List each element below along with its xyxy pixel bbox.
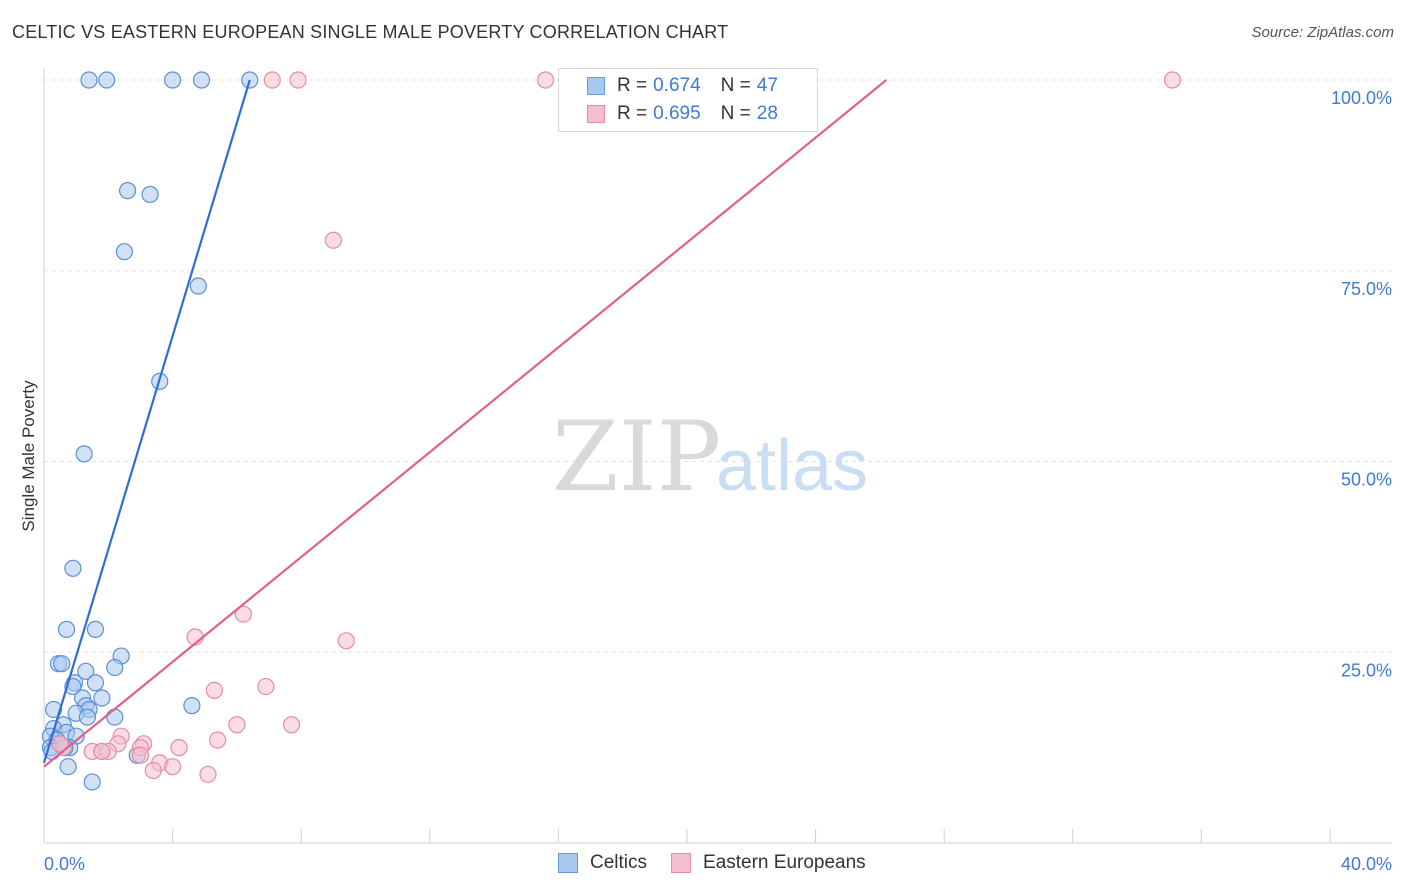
legend-r-label: R = xyxy=(617,103,648,124)
eastern-europeans-point xyxy=(93,742,111,761)
y-tick-labels: 25.0% 50.0% 75.0% 100.0% xyxy=(1331,88,1392,680)
series-label-eastern-europeans: Eastern Europeans xyxy=(703,852,866,873)
legend-n-value: 47 xyxy=(756,75,778,96)
celtics-point xyxy=(141,185,159,204)
legend-n-label: N = xyxy=(720,103,751,124)
legend-swatch-celtics xyxy=(587,77,605,95)
eastern-europeans-point xyxy=(1163,71,1182,89)
celtics-point xyxy=(75,445,93,463)
watermark-zip: ZIP xyxy=(552,401,721,513)
celtics-point xyxy=(106,708,124,726)
eastern-europeans-point xyxy=(228,716,246,734)
celtics-point xyxy=(86,620,105,638)
celtics-point xyxy=(45,700,63,719)
legend-r-value: 0.695 xyxy=(653,103,701,124)
legend-r-value: 0.674 xyxy=(653,75,701,96)
eastern-europeans-point xyxy=(257,677,275,696)
celtics-point xyxy=(53,655,71,673)
axes xyxy=(43,68,1392,844)
celtics-point xyxy=(241,71,259,89)
series-swatch-celtics xyxy=(558,853,578,873)
eastern-europeans-point xyxy=(209,731,227,749)
y-axis-label: Single Male Poverty xyxy=(19,380,38,532)
eastern-europeans-point xyxy=(324,231,342,249)
eastern-europeans-point xyxy=(234,605,252,623)
source-label: Source: ZipAtlas.com xyxy=(1251,24,1394,41)
legend-n-label: N = xyxy=(720,75,751,96)
watermark-atlas: atlas xyxy=(716,426,868,506)
celtics-point xyxy=(77,662,95,680)
celtics-point xyxy=(192,71,211,89)
series-legend: Celtics Eastern Europeans xyxy=(558,852,890,874)
y-tick-label: 25.0% xyxy=(1341,660,1392,680)
stats-legend: R = 0.674 N = 47 R = 0.695 N = 28 xyxy=(558,68,818,132)
celtics-point xyxy=(80,71,98,89)
celtics-point xyxy=(115,243,133,261)
celtics-point xyxy=(98,71,116,89)
celtics-point xyxy=(64,559,82,577)
eastern-europeans-point xyxy=(289,71,307,89)
celtics-point xyxy=(93,689,111,707)
celtics-point xyxy=(118,182,137,200)
eastern-europeans-point xyxy=(337,632,355,650)
series-legend-celtics: Celtics xyxy=(558,852,647,874)
series-swatch-eastern-europeans xyxy=(671,853,692,873)
celtics-point xyxy=(183,697,201,715)
celtics-point xyxy=(164,71,182,89)
y-tick-label: 75.0% xyxy=(1341,279,1392,299)
celtics-point xyxy=(57,620,76,638)
celtics-point xyxy=(86,674,105,692)
trend-lines xyxy=(42,79,888,768)
y-tick-label: 50.0% xyxy=(1341,470,1392,490)
celtics-trend-line xyxy=(42,79,251,764)
legend-row-eastern-europeans: R = 0.695 N = 28 xyxy=(559,101,798,127)
x-tick-label-min: 0.0% xyxy=(44,854,85,874)
eastern-europeans-trend-line xyxy=(43,79,888,768)
y-tick-label: 100.0% xyxy=(1331,88,1392,108)
eastern-europeans-point xyxy=(282,716,301,734)
x-ticks xyxy=(43,829,1331,843)
series-legend-eastern-europeans: Eastern Europeans xyxy=(671,852,866,874)
grid-lines xyxy=(44,79,1392,653)
legend-r-label: R = xyxy=(617,75,648,96)
eastern-europeans-point xyxy=(170,739,188,757)
celtics-point xyxy=(59,758,77,776)
legend-swatch-eastern-europeans xyxy=(587,105,605,123)
celtics-point xyxy=(189,277,207,295)
eastern-europeans-point xyxy=(199,765,217,783)
celtics-point xyxy=(83,773,101,791)
eastern-europeans-point xyxy=(164,758,182,776)
chart-title: CELTIC VS EASTERN EUROPEAN SINGLE MALE P… xyxy=(12,22,729,42)
eastern-europeans-point xyxy=(144,761,162,780)
x-tick-label-max: 40.0% xyxy=(1341,854,1392,874)
eastern-europeans-point xyxy=(131,746,150,764)
celtics-point xyxy=(106,658,124,677)
eastern-europeans-point xyxy=(205,681,223,700)
legend-n-value: 28 xyxy=(756,103,778,124)
eastern-europeans-point xyxy=(263,71,281,89)
celtics-point xyxy=(78,708,97,726)
legend-row-celtics: R = 0.674 N = 47 xyxy=(559,73,798,99)
eastern-europeans-point xyxy=(51,735,69,753)
series-label-celtics: Celtics xyxy=(590,852,648,873)
eastern-europeans-point xyxy=(536,71,555,89)
